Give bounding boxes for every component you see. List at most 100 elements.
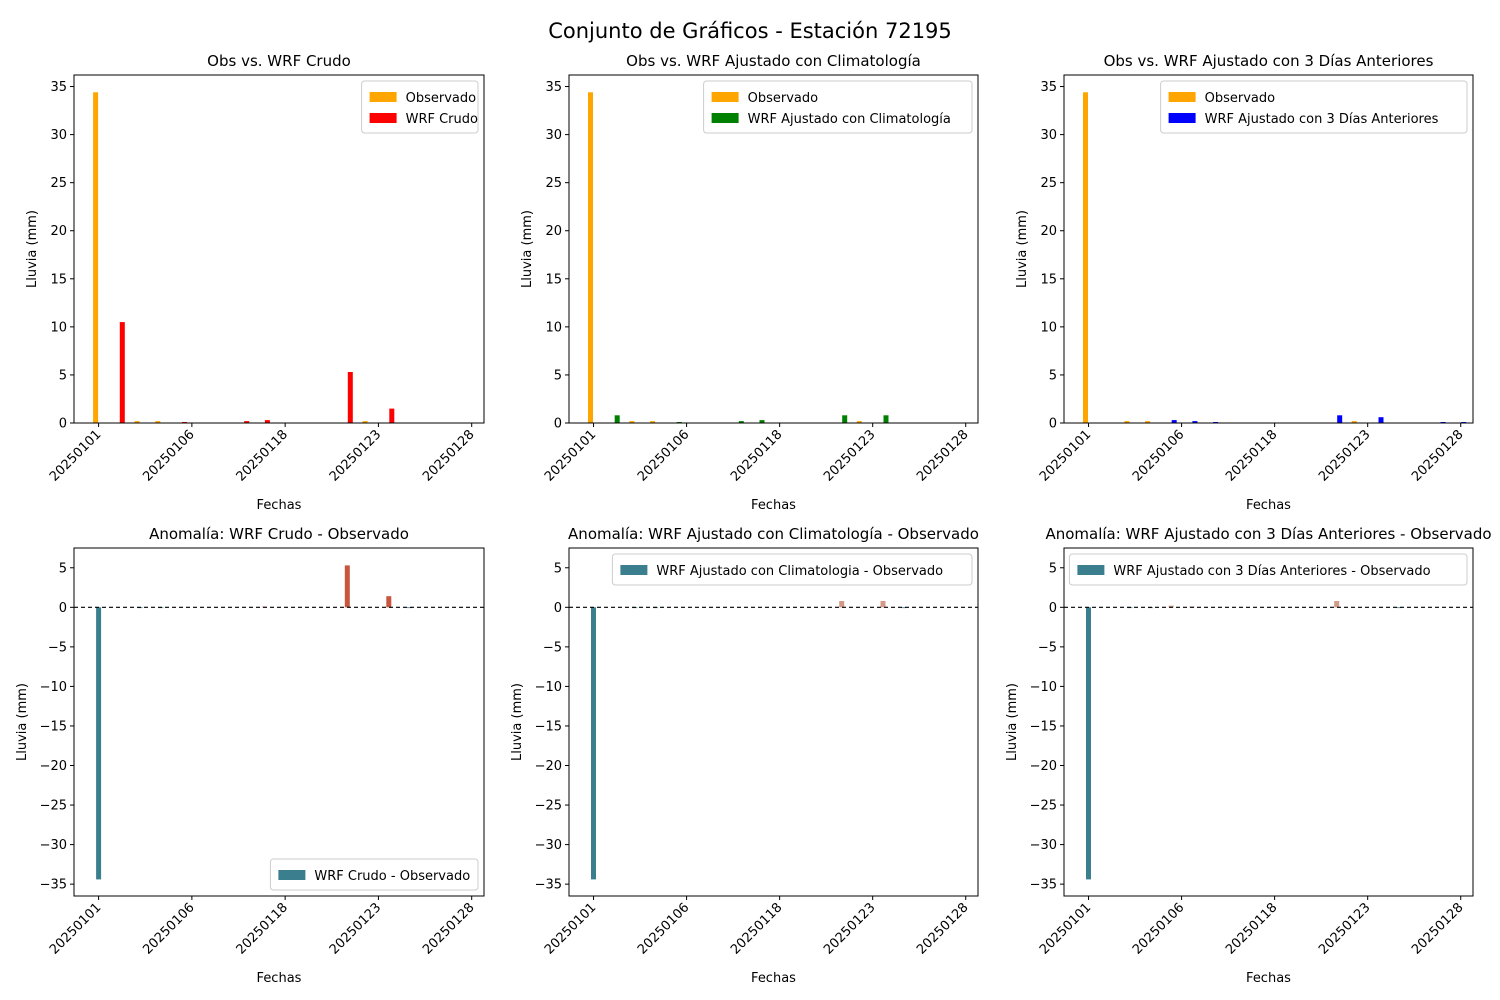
y-tick-label: 35: [545, 80, 562, 95]
y-tick-label: 25: [1040, 176, 1057, 191]
x-tick-label: 20250123: [1316, 427, 1373, 484]
y-tick-label: −10: [40, 680, 67, 695]
x-tick-label: 20250123: [327, 427, 384, 484]
x-axis-label: Fechas: [1246, 971, 1291, 986]
x-tick-label: 20250106: [140, 427, 197, 484]
legend-box: [611, 553, 973, 586]
y-tick-label: 30: [50, 128, 67, 143]
x-tick-label: 20250106: [635, 900, 692, 957]
axes-frame: [568, 547, 979, 897]
bar: [759, 420, 765, 423]
x-tick-label: 20250101: [542, 427, 599, 484]
x-axis-label: Fechas: [257, 498, 302, 513]
y-tick-label: 5: [59, 368, 67, 383]
bars: [93, 92, 395, 424]
panel-5: −35 −30 −25 −20 −15 −10 −5 0 5 20250101 20250106 20…: [510, 525, 979, 986]
panel-title: Anomalía: WRF Crudo - Observado: [149, 525, 409, 543]
y-tick-label: 20: [545, 224, 562, 239]
x-tick-label: 20250128: [1409, 900, 1466, 957]
y-tick-label: −20: [1030, 759, 1057, 774]
bar: [591, 607, 596, 880]
y-axis-label: Lluvia (mm): [520, 210, 535, 288]
y-tick-label: 0: [1049, 417, 1057, 432]
y-tick-label: −15: [535, 719, 562, 734]
legend-label: WRF Crudo: [406, 112, 478, 127]
x-tick-label: 20250118: [1223, 900, 1280, 957]
y-tick-label: 10: [50, 320, 67, 335]
legend-swatch: [1077, 565, 1105, 575]
bars: [591, 601, 907, 880]
x-tick-label: 20250128: [914, 900, 971, 957]
bar: [1124, 421, 1130, 423]
x-tick-label: 20250123: [327, 900, 384, 957]
panel-2: 0 5 10 15 20 25 30 35 20250101 20250106 20250118 20…: [520, 52, 979, 513]
bar: [155, 421, 161, 423]
x-tick-label: 20250123: [1316, 900, 1373, 957]
x-tick-label: 20250101: [1037, 900, 1094, 957]
y-tick-label: −5: [543, 640, 562, 655]
y-tick-label: −25: [1030, 799, 1057, 814]
y-tick-label: 30: [1040, 128, 1057, 143]
y-tick-label: 5: [1049, 561, 1057, 576]
x-tick-label: 20250101: [47, 427, 104, 484]
y-tick-label: 15: [545, 272, 562, 287]
y-tick-label: 5: [554, 561, 562, 576]
x-tick-label: 20250101: [47, 900, 104, 957]
axes-frame: [1063, 74, 1474, 424]
x-tick-label: 20250106: [1130, 900, 1187, 957]
x-tick-label: 20250118: [234, 427, 291, 484]
legend: WRF Ajustado con Climatologia - Observad…: [611, 553, 973, 586]
panel-title: Obs vs. WRF Ajustado con 3 Días Anterior…: [1104, 52, 1434, 70]
bar: [629, 421, 635, 423]
bars: [1083, 92, 1467, 424]
y-tick-label: −35: [535, 878, 562, 893]
x-axis-label: Fechas: [257, 971, 302, 986]
bar: [588, 92, 593, 424]
bar: [362, 421, 368, 423]
axes-frame: [1063, 547, 1474, 897]
bar: [1334, 601, 1340, 608]
y-tick-label: 20: [50, 224, 67, 239]
bar: [650, 421, 656, 423]
panel-4: −35 −30 −25 −20 −15 −10 −5 0 5 20250101 20250106 20…: [15, 525, 485, 986]
y-tick-label: 25: [545, 176, 562, 191]
panel-title: Anomalía: WRF Ajustado con 3 Días Anteri…: [1045, 525, 1491, 543]
y-tick-label: −20: [535, 759, 562, 774]
y-tick-label: −25: [535, 799, 562, 814]
legend-label: Observado: [748, 91, 819, 106]
legend-label: Observado: [406, 91, 477, 106]
bars: [588, 92, 889, 424]
bar: [1337, 415, 1343, 423]
legend: Observado WRF Crudo: [361, 80, 479, 134]
panels: 0 5 10 15 20 25 30 35 20250101 20250106 20250118 20…: [15, 52, 1492, 986]
bar: [344, 565, 350, 608]
bar: [614, 415, 620, 423]
figure-title: Conjunto de Gráficos - Estación 72195: [548, 19, 952, 43]
bar: [839, 601, 845, 608]
bar: [386, 596, 392, 608]
y-tick-label: −5: [1038, 640, 1057, 655]
legend-swatch: [620, 565, 648, 575]
legend-label: WRF Ajustado con Climatología: [748, 112, 951, 127]
x-tick-label: 20250101: [1037, 427, 1094, 484]
y-tick-label: 30: [545, 128, 562, 143]
y-tick-label: −15: [40, 719, 67, 734]
y-axis-label: Lluvia (mm): [15, 683, 30, 761]
x-tick-label: 20250106: [1130, 427, 1187, 484]
y-tick-label: 0: [1049, 601, 1057, 616]
bar: [1086, 607, 1091, 880]
y-tick-label: 0: [554, 417, 562, 432]
bar: [856, 421, 862, 423]
bar: [883, 415, 889, 423]
y-tick-label: 0: [59, 417, 67, 432]
y-axis-label: Lluvia (mm): [1015, 210, 1030, 288]
bar: [738, 421, 744, 423]
y-tick-label: 20: [1040, 224, 1057, 239]
bars: [1086, 601, 1402, 880]
x-tick-label: 20250118: [728, 427, 785, 484]
legend-label: WRF Ajustado con Climatologia - Observad…: [656, 564, 943, 579]
bar: [1192, 421, 1198, 423]
legend: Observado WRF Ajustado con Climatología: [703, 80, 973, 134]
x-tick-label: 20250128: [420, 427, 477, 484]
legend-swatch: [369, 92, 397, 102]
